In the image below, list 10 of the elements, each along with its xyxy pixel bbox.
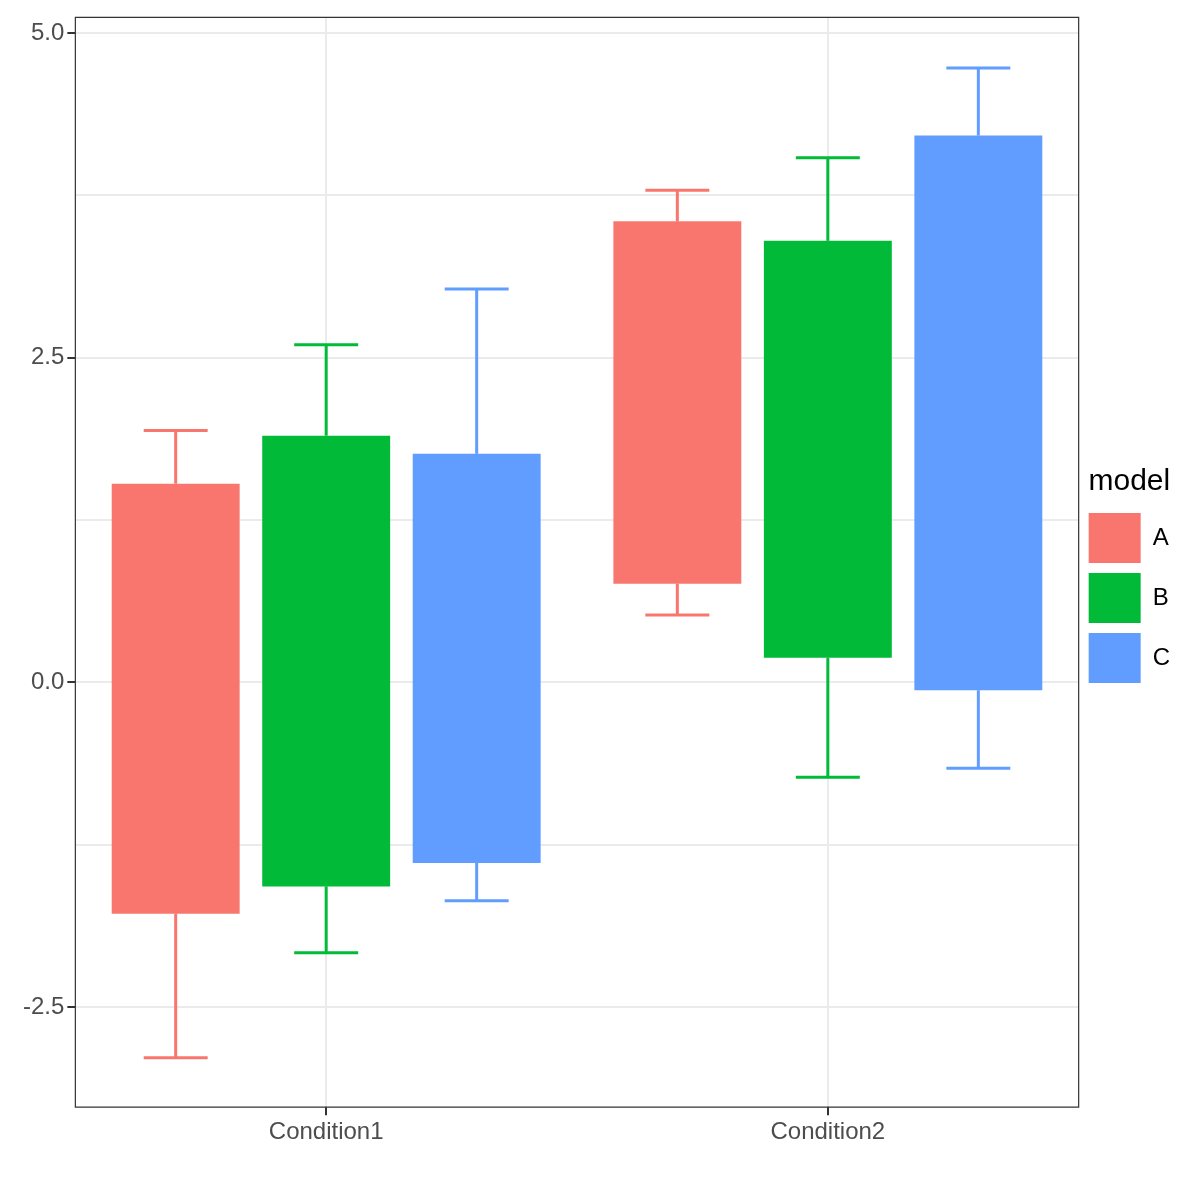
legend-label: C (1152, 642, 1171, 670)
legend-label: A (1152, 522, 1169, 550)
y-tick-label: 0.0 (30, 667, 65, 695)
legend-title: model (1088, 463, 1171, 497)
x-tick-label: Condition1 (268, 1117, 384, 1145)
y-tick-label: 2.5 (30, 342, 65, 370)
y-tick-label: -2.5 (23, 991, 65, 1019)
y-tick-label: 5.0 (30, 17, 65, 45)
legend-label: B (1152, 582, 1169, 610)
x-tick-label: Condition2 (770, 1117, 886, 1145)
